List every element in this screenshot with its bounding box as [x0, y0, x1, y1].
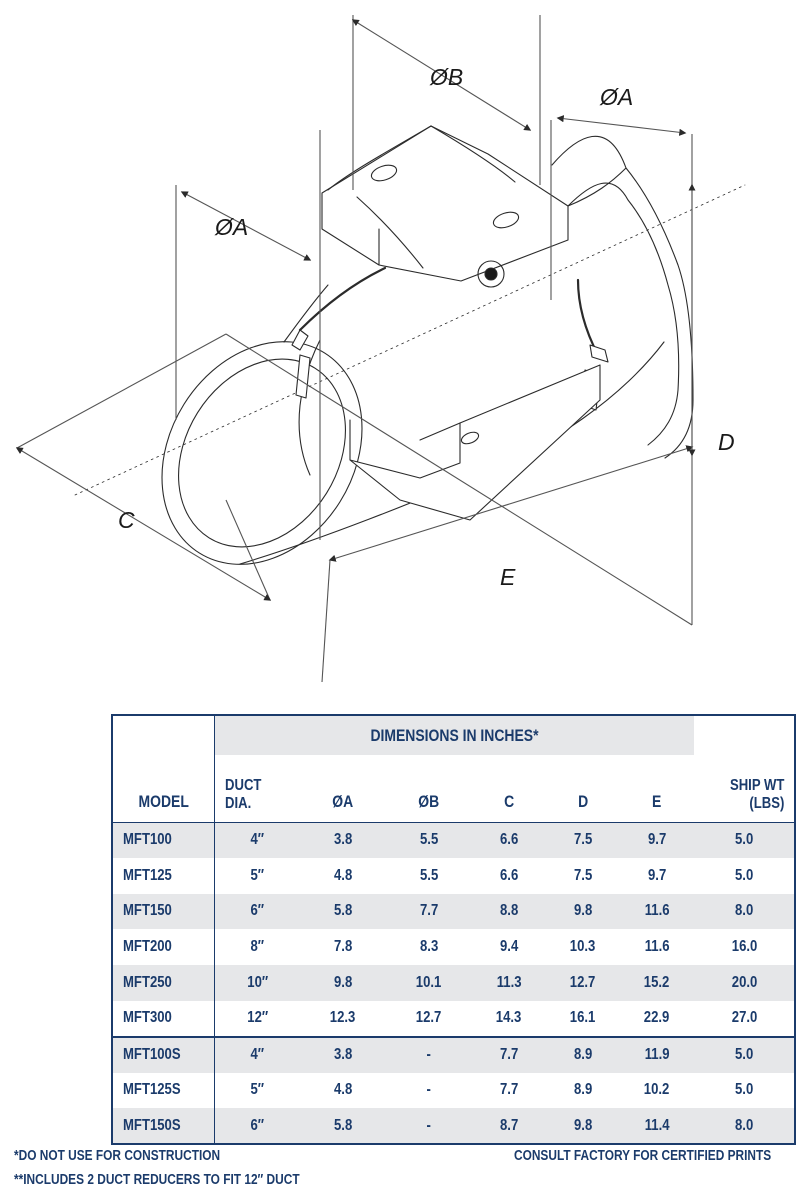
svg-text:E: E — [500, 564, 516, 590]
svg-text:C: C — [118, 507, 135, 533]
svg-text:ØA: ØA — [599, 84, 633, 110]
svg-text:ØA: ØA — [214, 214, 248, 240]
svg-text:ØB: ØB — [429, 64, 463, 90]
svg-text:D: D — [718, 429, 735, 455]
